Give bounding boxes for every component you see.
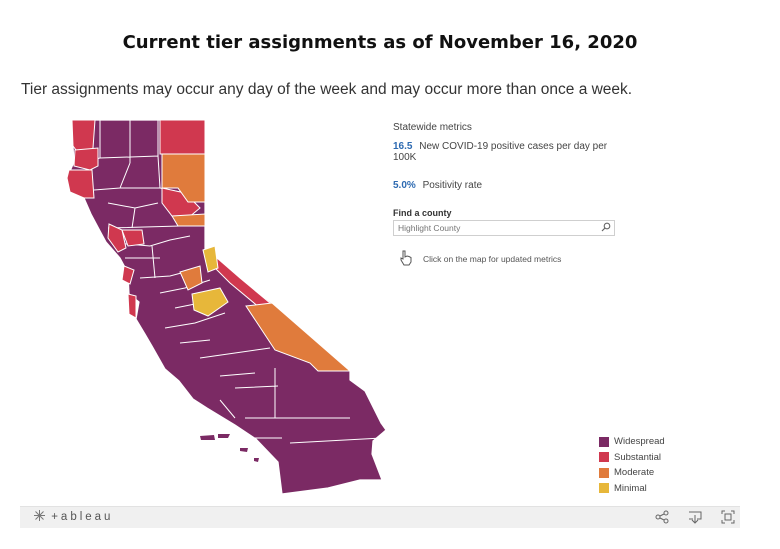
- metric-label: Positivity rate: [422, 180, 483, 191]
- tier-legend: Widespread Substantial Moderate Minimal: [599, 434, 665, 496]
- metric-positivity: 5.0% Positivity rate: [393, 180, 633, 191]
- click-note-text: Click on the map for updated metrics: [423, 254, 562, 264]
- metric-value: 16.5: [393, 141, 413, 152]
- tableau-logo[interactable]: +ableau: [34, 510, 113, 523]
- legend-label: Moderate: [614, 467, 655, 479]
- legend-swatch: [599, 483, 609, 494]
- county-search-input[interactable]: [394, 221, 597, 235]
- share-icon[interactable]: [654, 509, 670, 525]
- page-title: Current tier assignments as of November …: [122, 32, 638, 53]
- metric-label: New COVID-19 positive cases per day per …: [393, 141, 608, 163]
- pointer-hand-icon: [399, 250, 413, 269]
- legend-swatch: [599, 436, 609, 447]
- tableau-logo-icon: [34, 510, 45, 521]
- counties-substantial: [66, 119, 271, 319]
- page-subtitle: Tier assignments may occur any day of th…: [21, 81, 633, 98]
- legend-item-substantial: Substantial: [599, 450, 665, 466]
- legend-item-widespread: Widespread: [599, 434, 665, 450]
- legend-label: Minimal: [614, 482, 647, 494]
- tableau-brand-text: +ableau: [51, 511, 114, 523]
- search-icon[interactable]: [601, 222, 611, 235]
- download-icon[interactable]: [687, 509, 703, 525]
- tableau-toolbar: +ableau: [20, 506, 740, 528]
- counties-minimal: [191, 245, 229, 317]
- fullscreen-icon[interactable]: [720, 509, 736, 525]
- legend-label: Substantial: [614, 451, 662, 463]
- counties-moderate: [161, 153, 352, 372]
- legend-item-minimal: Minimal: [599, 481, 665, 497]
- legend-item-moderate: Moderate: [599, 465, 665, 481]
- toolbar-actions: [654, 509, 736, 525]
- legend-swatch: [599, 467, 609, 478]
- county-borders: [81, 120, 383, 444]
- california-outline: [66, 119, 387, 495]
- county-search-box: [393, 220, 615, 236]
- find-county-label: Find a county: [393, 208, 452, 218]
- legend-swatch: [599, 452, 609, 463]
- legend-label: Widespread: [614, 436, 665, 448]
- channel-islands: [200, 434, 259, 462]
- california-county-map[interactable]: [60, 118, 390, 496]
- metric-new-cases: 16.5 New COVID-19 positive cases per day…: [393, 141, 633, 163]
- metric-value: 5.0%: [393, 180, 416, 191]
- metrics-heading: Statewide metrics: [393, 122, 472, 133]
- click-note: Click on the map for updated metrics: [393, 250, 633, 270]
- statewide-metrics-panel: Statewide metrics 16.5 New COVID-19 posi…: [393, 122, 633, 270]
